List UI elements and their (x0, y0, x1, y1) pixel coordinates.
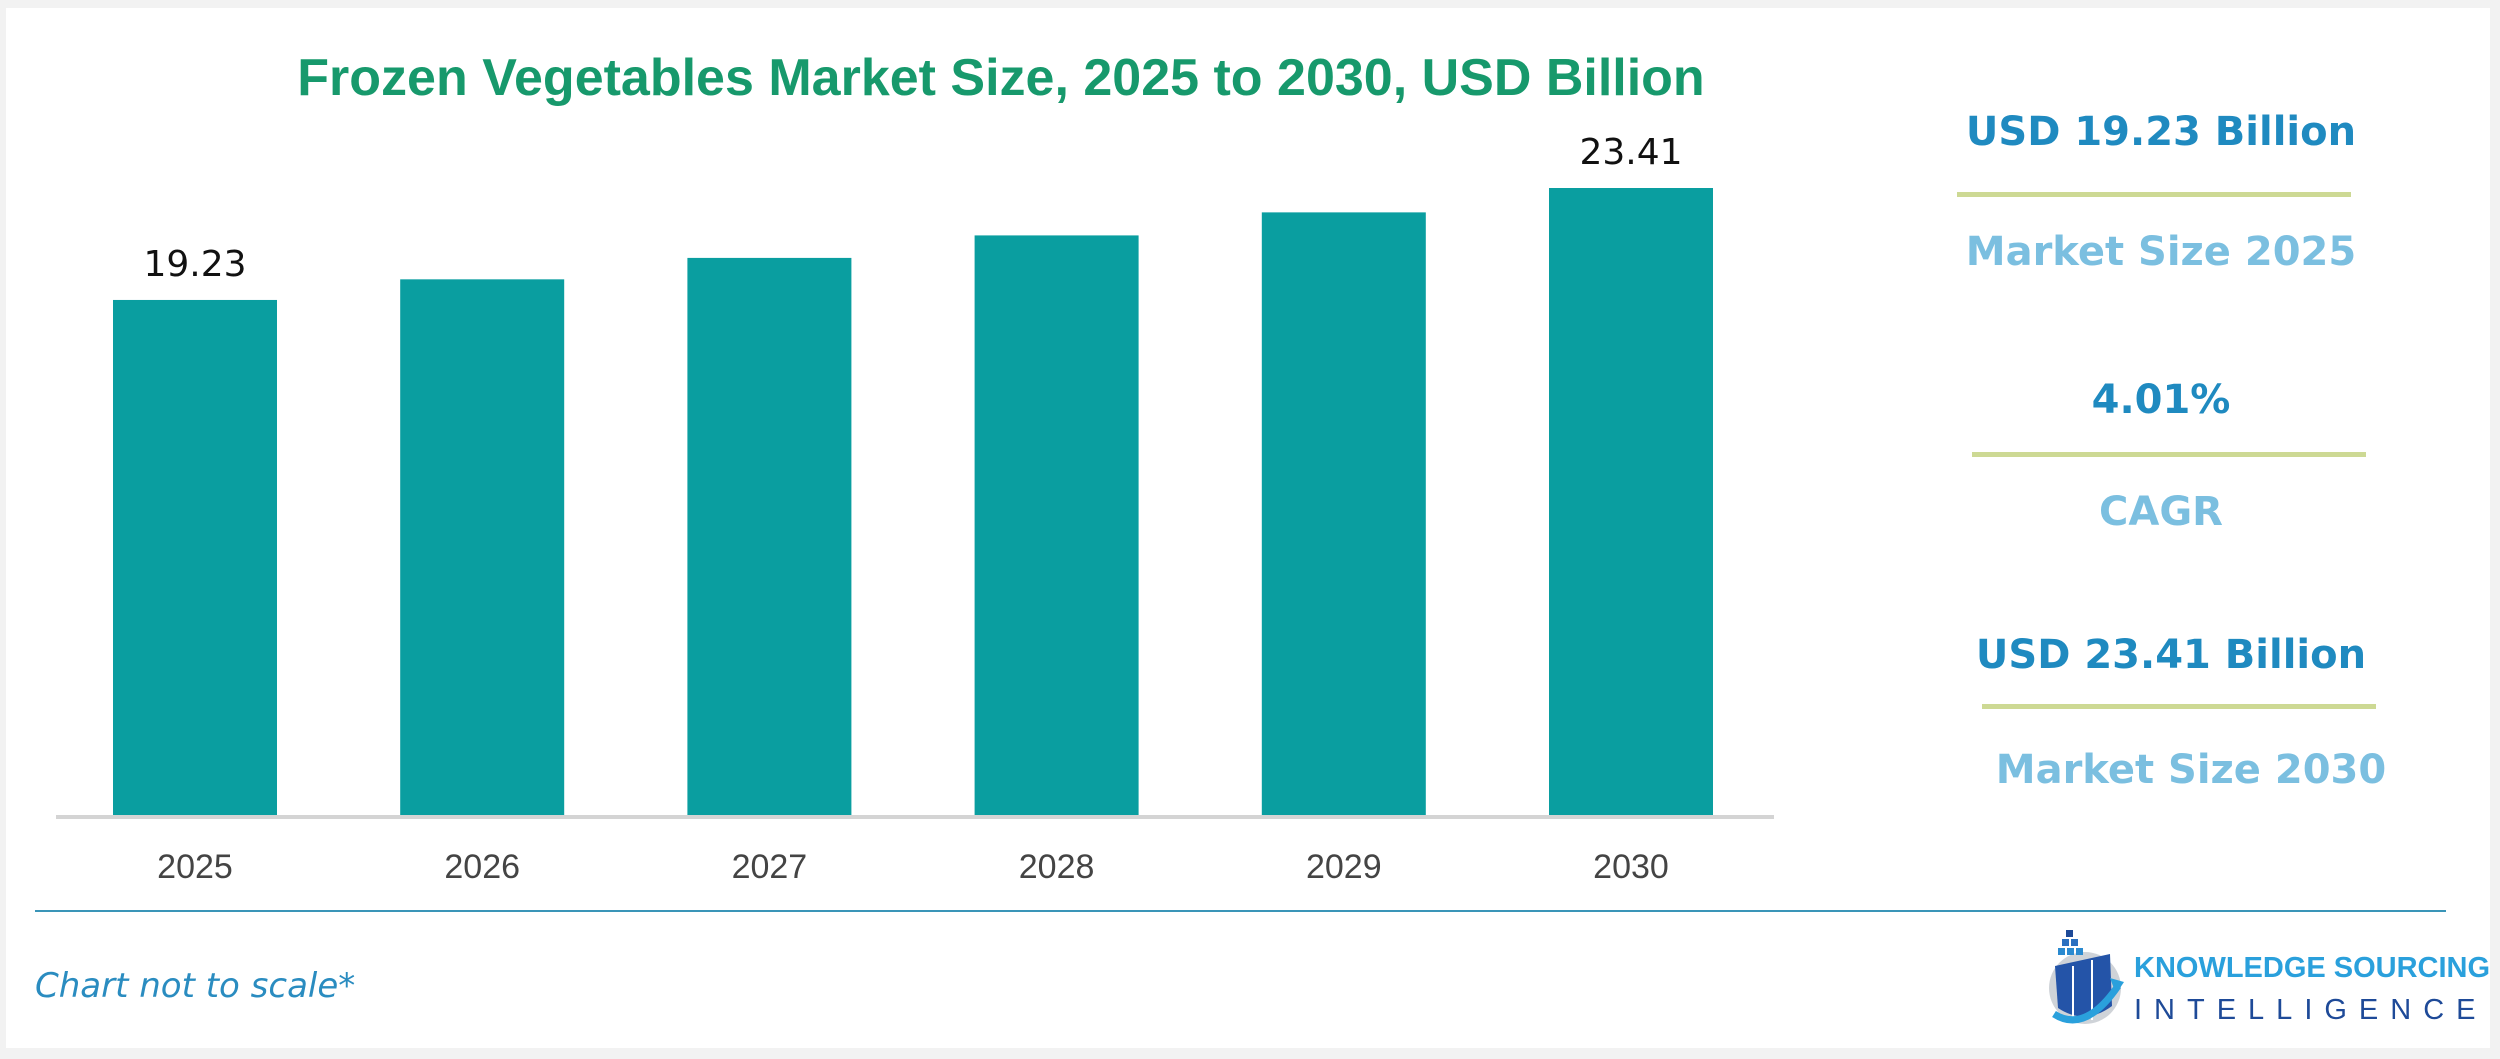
kpi-divider (1982, 704, 2376, 709)
data-label-2030: 23.41 (1579, 132, 1682, 173)
kpi-divider (1957, 192, 2351, 197)
bar-2027 (687, 257, 852, 815)
footer-divider (35, 910, 2446, 912)
logo-text-line1: KNOWLEDGE SOURCING (2134, 952, 2491, 984)
logo-text-line2: INTELLIGENCE (2134, 994, 2488, 1026)
bar-2026 (400, 279, 565, 815)
x-tick-label-2030: 2030 (1593, 848, 1669, 886)
bar-2025 (113, 299, 277, 815)
kpi-market-size-2030-label: Market Size 2030 (1995, 747, 2387, 793)
data-label-2025: 19.23 (143, 244, 246, 285)
kpi-market-size-2025-value: USD 19.23 Billion (1965, 109, 2357, 155)
kpi-market-size-2030-value: USD 23.41 Billion (1975, 632, 2367, 678)
x-tick-label-2028: 2028 (1019, 848, 1095, 886)
x-tick-label-2026: 2026 (444, 848, 520, 886)
kpi-cagr-label: CAGR (2099, 489, 2223, 535)
knowledge-sourcing-logo (2049, 930, 2124, 1024)
chart-title: Frozen Vegetables Market Size, 2025 to 2… (297, 49, 1705, 107)
x-tick-label-2027: 2027 (732, 848, 808, 886)
x-tick-label-2029: 2029 (1306, 848, 1382, 886)
kpi-cagr-value: 4.01% (2091, 377, 2231, 423)
x-tick-label-2025: 2025 (157, 848, 233, 886)
kpi-divider (1972, 452, 2366, 457)
bar-chart: 2025 19.23 2026 2027 2028 2029 2030 23.41 (56, 132, 1774, 886)
bar-2028 (974, 235, 1139, 815)
footnote: Chart not to scale* (35, 966, 356, 1006)
kpi-market-size-2025-label: Market Size 2025 (1965, 229, 2357, 275)
chart-card: Frozen Vegetables Market Size, 2025 to 2… (6, 8, 2490, 1048)
bar-2029 (1261, 212, 1426, 815)
bar-2030 (1549, 188, 1713, 815)
